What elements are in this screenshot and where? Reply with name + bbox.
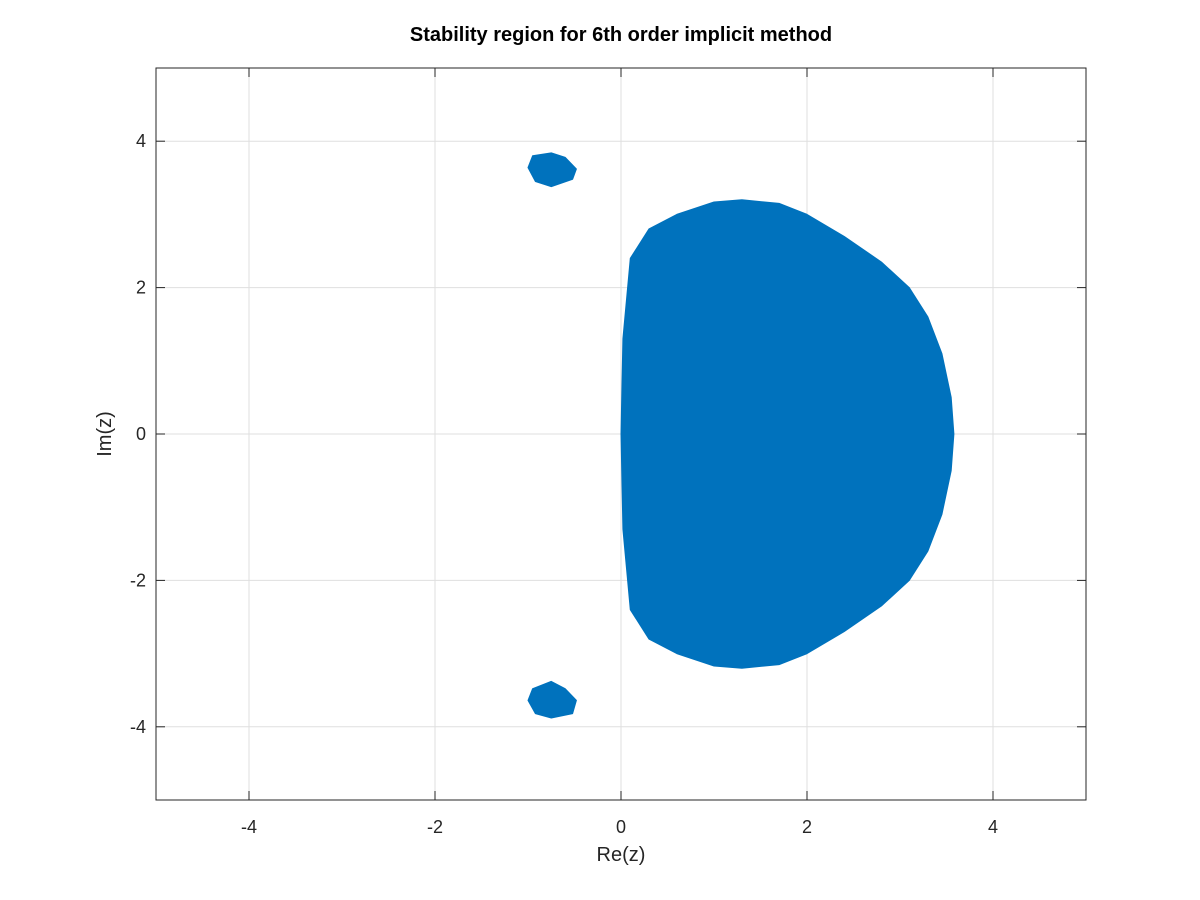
region-upper-island (527, 152, 577, 188)
y-tick-label: -4 (130, 717, 146, 737)
y-axis-label: Im(z) (94, 411, 116, 457)
x-tick-label: -4 (241, 817, 257, 837)
y-tick-label: 0 (136, 424, 146, 444)
region-lower-island (527, 680, 577, 719)
y-tick-label: -2 (130, 570, 146, 590)
y-tick-label: 2 (136, 278, 146, 298)
x-tick-label: 2 (802, 817, 812, 837)
x-axis-label: Re(z) (597, 844, 646, 866)
y-tick-label: 4 (136, 131, 146, 151)
x-tick-label: -2 (427, 817, 443, 837)
x-tick-label: 4 (988, 817, 998, 837)
stability-region (527, 152, 955, 719)
region-main (620, 199, 955, 669)
x-tick-label: 0 (616, 817, 626, 837)
chart-title: Stability region for 6th order implicit … (410, 24, 832, 46)
ticks: -4 -2 0 2 4 -4 -2 0 2 4 (130, 68, 1086, 837)
